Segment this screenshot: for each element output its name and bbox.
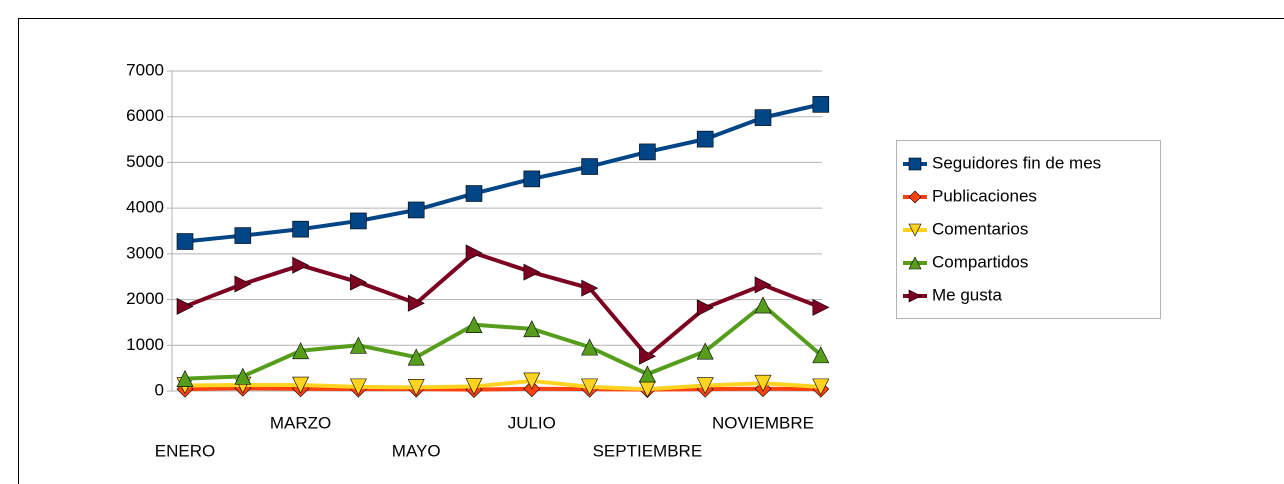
- marker: [465, 244, 483, 262]
- x-tick-label: JULIO: [508, 413, 556, 432]
- marker: [754, 109, 772, 126]
- marker: [234, 367, 252, 385]
- marker: [465, 316, 483, 334]
- marker: [292, 342, 310, 360]
- marker: [465, 378, 483, 396]
- series-line: [184, 102, 822, 244]
- marker: [754, 296, 772, 314]
- marker: [908, 289, 922, 303]
- marker: [812, 96, 830, 113]
- y-tick-label: 4000: [126, 198, 164, 217]
- marker: [349, 336, 367, 354]
- series-line: [184, 378, 821, 392]
- marker: [523, 320, 541, 338]
- marker: [407, 294, 425, 312]
- marker: [696, 130, 714, 148]
- marker: [812, 346, 830, 364]
- marker: [581, 279, 599, 297]
- x-tick-label: NOVIEMBRE: [712, 413, 814, 432]
- x-tick-label: MAYO: [392, 441, 441, 460]
- marker: [176, 297, 194, 315]
- series-line: [184, 386, 821, 392]
- y-tick-label: 0: [155, 380, 164, 399]
- marker: [407, 201, 425, 219]
- marker: [754, 374, 772, 392]
- marker: [350, 212, 367, 230]
- marker: [812, 298, 830, 316]
- y-tick-label: 3000: [126, 243, 164, 262]
- y-tick-label: 6000: [126, 106, 164, 125]
- y-tick-label: 1000: [126, 335, 164, 354]
- chart-border: [18, 18, 1284, 484]
- x-tick-label: MARZO: [270, 413, 331, 432]
- legend-label: Compartidos: [932, 252, 1028, 271]
- marker: [234, 275, 252, 293]
- marker: [581, 338, 599, 356]
- y-tick-label: 7000: [126, 60, 164, 79]
- x-tick-label: ENERO: [155, 441, 215, 460]
- marker: [292, 256, 310, 274]
- marker: [292, 376, 310, 394]
- marker: [581, 378, 599, 396]
- series-line: [184, 303, 823, 381]
- marker: [581, 158, 598, 175]
- marker: [465, 185, 483, 202]
- marker: [908, 157, 922, 171]
- legend-label: Seguidores fin de mes: [932, 153, 1101, 172]
- marker: [812, 378, 830, 396]
- marker: [754, 276, 772, 294]
- x-tick-label: SEPTIEMBRE: [593, 441, 703, 460]
- series-line: [184, 250, 822, 359]
- marker: [523, 263, 541, 281]
- marker: [639, 143, 656, 161]
- marker: [908, 190, 922, 204]
- marker: [696, 299, 714, 317]
- y-tick-label: 5000: [126, 152, 164, 171]
- marker: [349, 378, 367, 396]
- marker: [234, 227, 252, 244]
- marker: [176, 369, 194, 387]
- marker: [523, 372, 541, 390]
- marker: [696, 342, 714, 360]
- legend-box: [896, 140, 1161, 319]
- marker: [407, 348, 425, 366]
- marker: [908, 256, 922, 270]
- marker: [639, 347, 657, 365]
- marker: [292, 220, 309, 238]
- legend-label: Me gusta: [932, 285, 1002, 304]
- legend-label: Publicaciones: [932, 186, 1037, 205]
- marker: [176, 233, 194, 250]
- marker: [908, 223, 922, 237]
- marker: [407, 379, 425, 397]
- y-tick-label: 2000: [126, 289, 164, 308]
- marker: [350, 273, 368, 291]
- legend-label: Comentarios: [932, 219, 1028, 238]
- marker: [696, 377, 714, 395]
- marker: [638, 365, 656, 383]
- marker: [523, 170, 541, 188]
